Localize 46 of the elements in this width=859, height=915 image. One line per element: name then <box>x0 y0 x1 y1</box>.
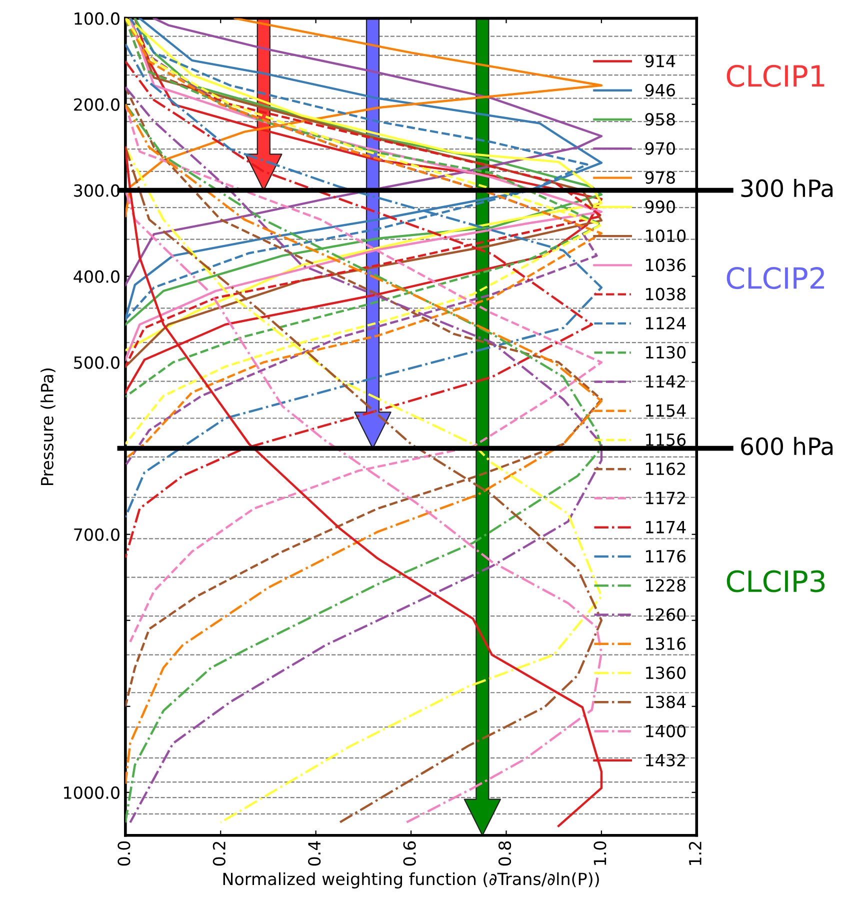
legend-label: 1172 <box>646 492 685 504</box>
y-tick-label: 700.0 <box>74 528 120 541</box>
x-tick-label: 0.6 <box>403 841 416 866</box>
ref-line-label: 600 hPa <box>741 436 833 456</box>
x-axis-title: Normalized weighting function (∂Trans/∂ln(P)) <box>223 872 599 888</box>
legend-label: 1174 <box>646 521 686 534</box>
y-tick-label: 500.0 <box>74 356 120 369</box>
legend-label: 1038 <box>646 288 686 300</box>
legend-label: 1176 <box>646 550 686 563</box>
legend-label: 1260 <box>646 608 686 621</box>
y-tick-label: 100.0 <box>74 12 120 25</box>
y-tick-label: 400.0 <box>74 270 120 283</box>
legend-label: 1432 <box>646 754 685 766</box>
legend-label: 1360 <box>646 666 686 680</box>
legend-label: 958 <box>645 113 675 126</box>
legend-label: 1142 <box>646 375 685 388</box>
y-tick-label: 200.0 <box>74 98 120 111</box>
x-tick-label: 1.0 <box>594 841 606 865</box>
legend-label: 1036 <box>646 258 686 272</box>
text: CLCIP1 <box>726 64 824 87</box>
legend-label: 1154 <box>646 404 686 417</box>
x-tick-label: 0.8 <box>498 841 512 866</box>
legend-label: 914 <box>645 54 676 68</box>
y-tick-label: 1000.0 <box>64 786 120 799</box>
text: CLCIP3 <box>726 570 825 592</box>
legend-label: 1130 <box>646 346 686 359</box>
legend-label: 970 <box>645 142 675 155</box>
x-tick-label: 1.2 <box>688 842 702 865</box>
x-tick-label: 0.0 <box>118 841 130 866</box>
legend-label: 978 <box>645 171 675 184</box>
y-tick-label: 300.0 <box>74 184 120 197</box>
legend-label: 946 <box>645 84 675 96</box>
legend-label: 1162 <box>646 462 685 476</box>
y-axis-title: Pressure (hPa) <box>40 368 56 485</box>
text: CLCIP2 <box>726 267 824 290</box>
legend-label: 1316 <box>646 637 686 650</box>
x-tick-label: 0.2 <box>212 842 226 866</box>
legend-label: 1124 <box>646 316 686 330</box>
legend-label: 1384 <box>646 696 686 708</box>
legend-label: 1010 <box>646 230 686 242</box>
ref-line-label: 300 hPa <box>741 178 833 198</box>
legend-label: 1156 <box>646 433 686 446</box>
legend-label: 990 <box>645 200 675 213</box>
x-tick-label: 0.4 <box>308 841 321 866</box>
legend-label: 1228 <box>646 579 686 592</box>
legend-label: 1400 <box>646 724 686 738</box>
